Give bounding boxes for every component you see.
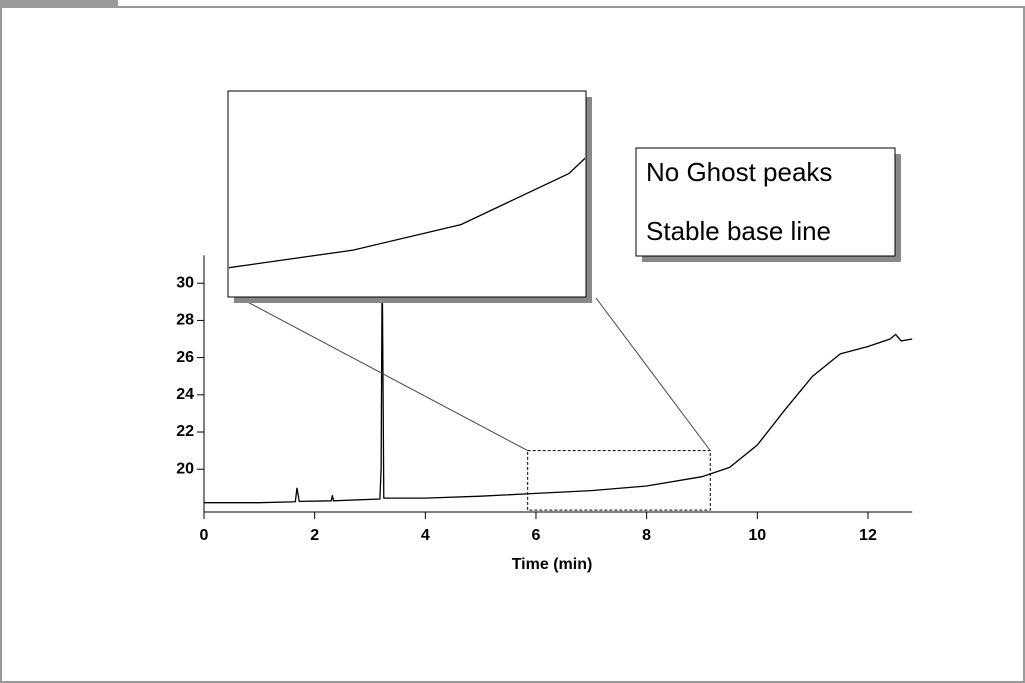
y-tick-label: 24 xyxy=(176,386,194,403)
x-tick-label: 8 xyxy=(642,527,651,544)
y-tick-label: 28 xyxy=(176,312,194,329)
note-box xyxy=(635,147,896,257)
annotation: Stable base line xyxy=(646,216,831,246)
frame-tab xyxy=(0,0,118,8)
y-tick-label: 22 xyxy=(176,423,194,440)
x-tick-label: 4 xyxy=(421,527,430,544)
zoom-box xyxy=(527,450,711,511)
x-tick-label: 10 xyxy=(748,527,766,544)
frame xyxy=(0,6,1025,683)
y-tick-label: 20 xyxy=(176,460,194,477)
inset-box xyxy=(227,90,587,298)
annotation: No Ghost peaks xyxy=(646,157,832,187)
zoom-connector xyxy=(595,297,711,451)
x-tick-label: 6 xyxy=(532,527,541,544)
y-tick-label: 26 xyxy=(176,349,194,366)
x-axis-title: Time (min) xyxy=(512,556,593,573)
y-tick-label: 30 xyxy=(176,274,194,291)
data-line xyxy=(204,264,913,504)
x-tick-label: 2 xyxy=(310,527,319,544)
x-tick-label: 12 xyxy=(859,527,877,544)
x-tick-label: 0 xyxy=(200,527,209,544)
zoom-connector xyxy=(239,297,528,452)
